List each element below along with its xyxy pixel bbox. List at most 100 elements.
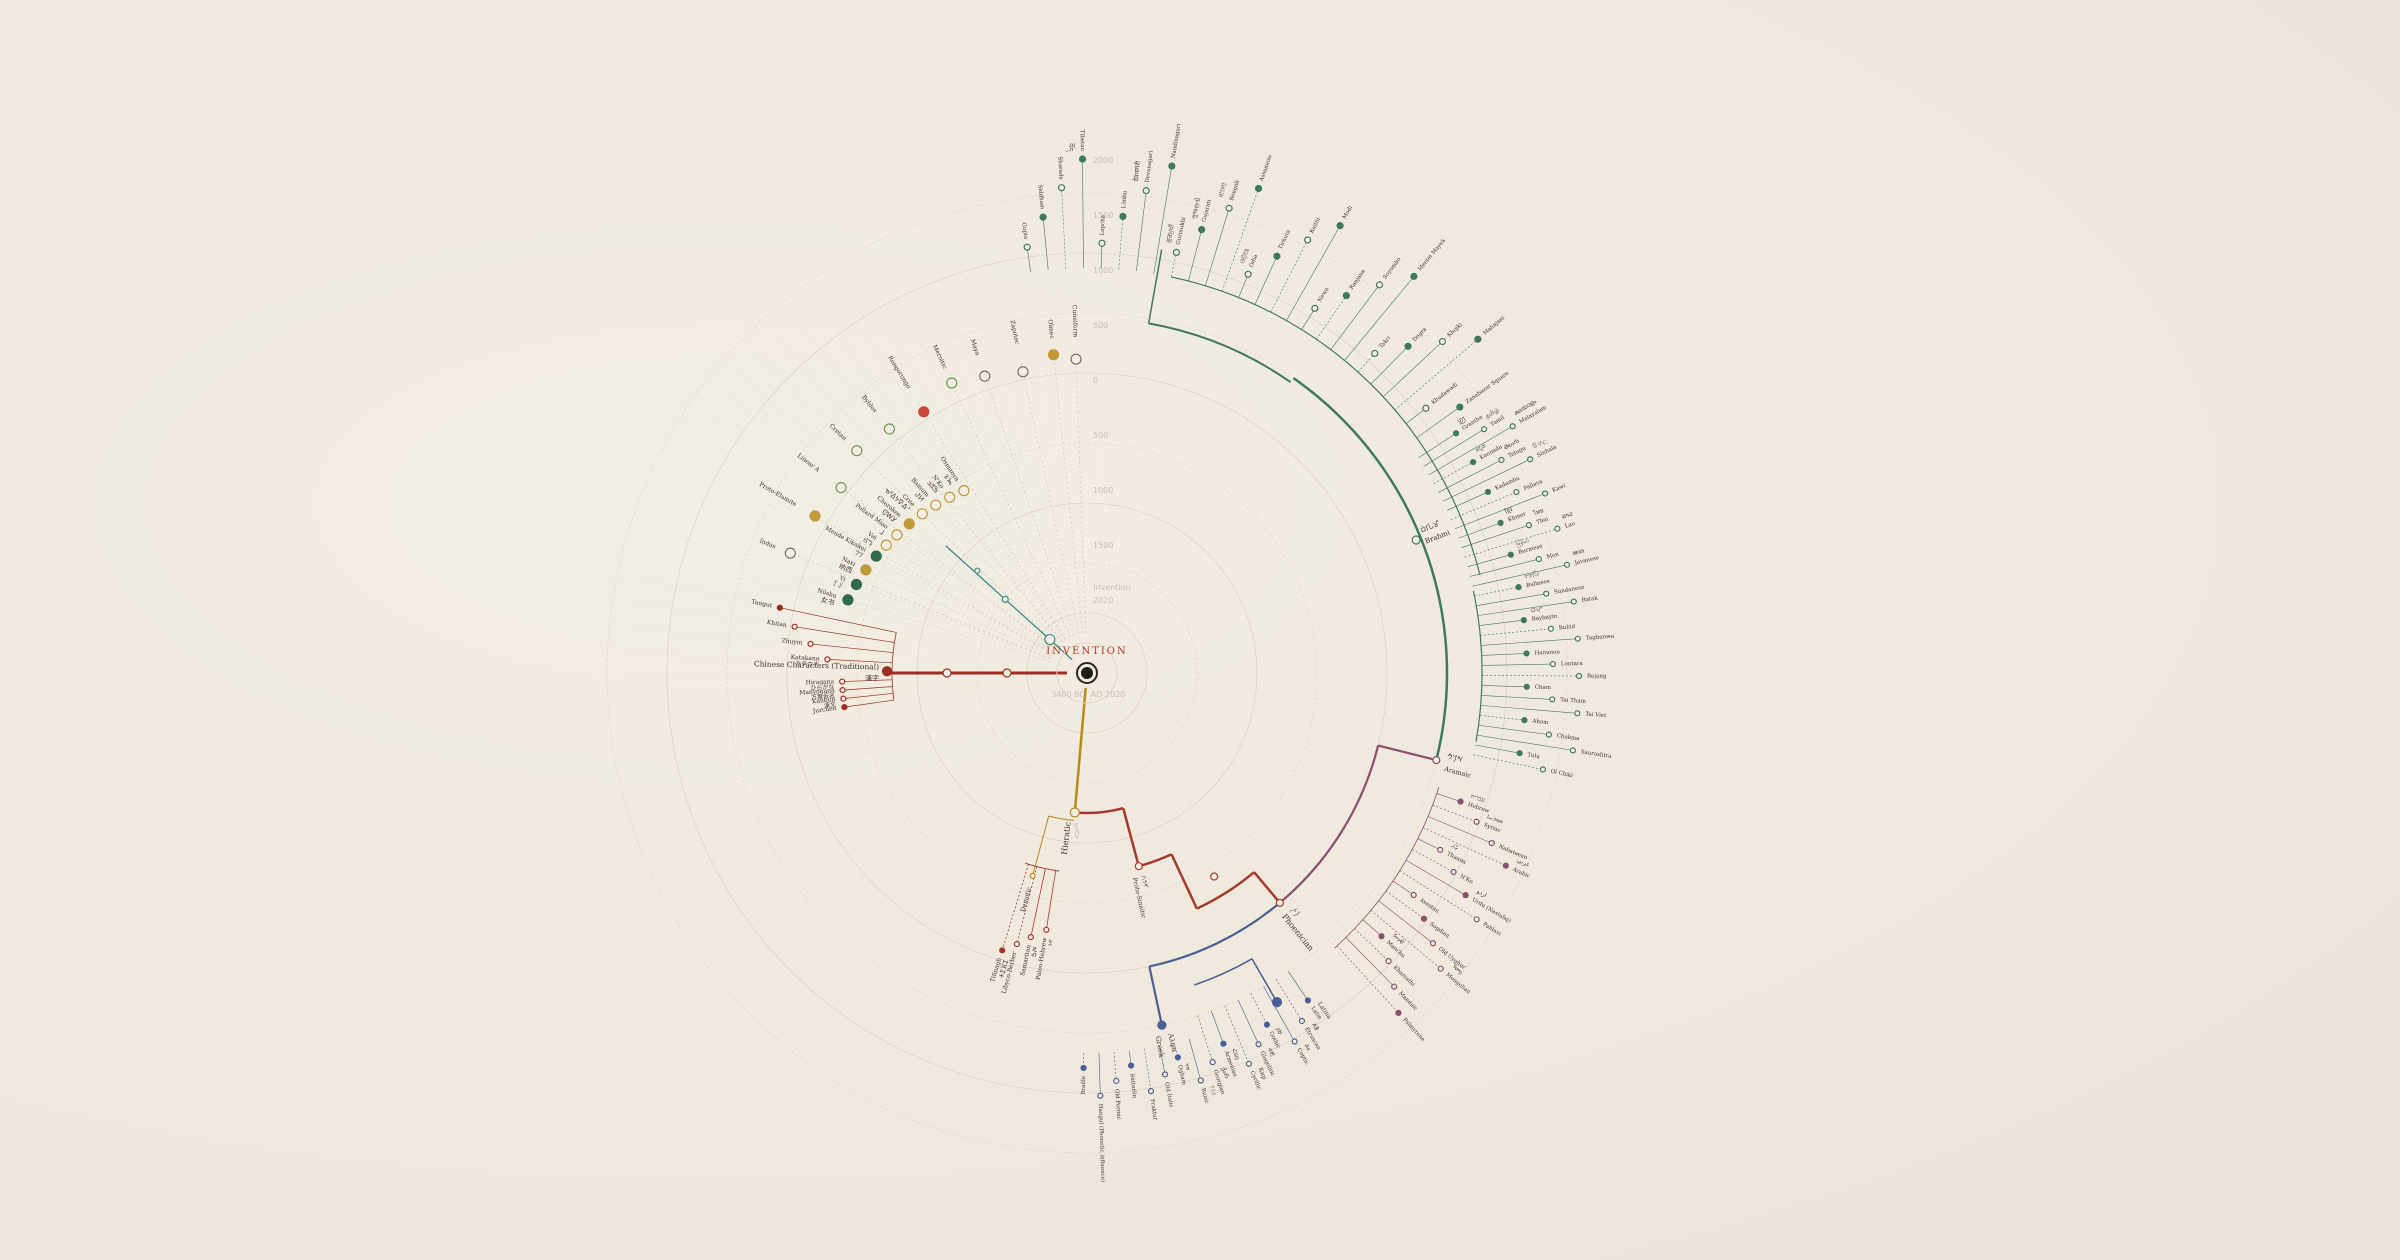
isolate-script-node[interactable] xyxy=(835,482,847,494)
isolate-script-node[interactable] xyxy=(1070,353,1082,365)
greek-child-node[interactable] xyxy=(1255,1041,1262,1048)
brahmi-south-node[interactable] xyxy=(1507,551,1514,558)
chinese-leaf-node[interactable] xyxy=(839,686,846,694)
isolate-script-node[interactable] xyxy=(851,445,863,457)
greek-child-node[interactable] xyxy=(1197,1077,1204,1084)
brahmi-north-node[interactable] xyxy=(1304,236,1312,244)
greek-child-node[interactable] xyxy=(1161,1071,1169,1078)
aramaic-child-node[interactable] xyxy=(1473,916,1480,923)
greek-child-node[interactable] xyxy=(1097,1092,1104,1099)
brahmi-north-node[interactable] xyxy=(1422,404,1430,412)
aramaic-child-node[interactable] xyxy=(1473,818,1480,825)
brahmi-node[interactable] xyxy=(1411,535,1421,545)
chinese-leaf-node[interactable] xyxy=(791,623,798,630)
greek-child-node[interactable] xyxy=(1245,1060,1252,1067)
phoenician-child-node[interactable] xyxy=(1013,940,1020,948)
brahmi-south-node[interactable] xyxy=(1515,584,1522,591)
brahmi-south-node[interactable] xyxy=(1521,717,1528,724)
aramaic-child-node[interactable] xyxy=(1385,957,1392,965)
phoenician-node[interactable] xyxy=(1275,898,1284,907)
isolate-script-node[interactable] xyxy=(809,510,821,522)
brahmi-south-node[interactable] xyxy=(1570,598,1577,605)
aramaic-child-node[interactable] xyxy=(1429,940,1437,947)
chinese-node[interactable] xyxy=(1002,668,1012,678)
other-script-node[interactable] xyxy=(850,578,863,591)
brahmi-south-node[interactable] xyxy=(1543,590,1550,597)
brahmi-north-node[interactable] xyxy=(1311,304,1319,312)
brahmi-south-node[interactable] xyxy=(1549,696,1556,703)
aramaic-child-node[interactable] xyxy=(1457,798,1464,805)
brahmi-south-node[interactable] xyxy=(1523,683,1530,690)
brahmi-south-node[interactable] xyxy=(1539,766,1547,773)
greek-child-node[interactable] xyxy=(1174,1054,1181,1061)
other-script-node[interactable] xyxy=(870,550,882,562)
brahmi-north-node[interactable] xyxy=(1119,212,1127,221)
brahmi-north-node[interactable] xyxy=(1098,239,1106,247)
aramaic-child-node[interactable] xyxy=(1502,862,1509,869)
brahmi-south-node[interactable] xyxy=(1575,672,1583,680)
greek-child-node[interactable] xyxy=(1263,1021,1271,1028)
aramaic-child-node[interactable] xyxy=(1391,983,1398,990)
latin-node[interactable] xyxy=(1271,996,1283,1008)
brahmi-south-node[interactable] xyxy=(1484,488,1492,496)
brahmi-north-node[interactable] xyxy=(1198,225,1206,234)
brahmi-north-node[interactable] xyxy=(1254,184,1263,193)
other-script-node[interactable] xyxy=(944,491,956,503)
phoenician-child-node[interactable] xyxy=(999,947,1006,954)
hieratic-node[interactable] xyxy=(1069,807,1080,818)
chinese-node[interactable] xyxy=(942,668,952,678)
brahmi-north-node[interactable] xyxy=(1456,403,1464,411)
brahmi-north-node[interactable] xyxy=(1273,252,1281,260)
aramaic-node[interactable] xyxy=(1432,755,1441,765)
greek-child-node[interactable] xyxy=(1291,1038,1298,1045)
chinese-leaf-node[interactable] xyxy=(841,703,848,711)
brahmi-north-node[interactable] xyxy=(1438,337,1447,346)
chinese-leaf-node[interactable] xyxy=(807,640,814,648)
greek-child-node[interactable] xyxy=(1304,997,1311,1004)
chinese-leaf-node[interactable] xyxy=(824,656,831,663)
other-script-node[interactable] xyxy=(880,539,892,551)
brahmi-north-node[interactable] xyxy=(1023,243,1031,251)
brahmi-south-node[interactable] xyxy=(1574,635,1581,642)
brahmi-south-node[interactable] xyxy=(1509,423,1516,430)
brahmi-north-node[interactable] xyxy=(1410,272,1418,280)
brahmi-north-node[interactable] xyxy=(1225,204,1233,212)
phoenician-child-node[interactable] xyxy=(1043,926,1050,933)
aramaic-child-node[interactable] xyxy=(1462,892,1469,899)
brahmi-south-node[interactable] xyxy=(1470,458,1477,466)
greek-child-node[interactable] xyxy=(1080,1064,1087,1072)
brahmi-south-node[interactable] xyxy=(1569,747,1576,754)
brahmi-north-node[interactable] xyxy=(1168,162,1176,170)
other-script-node[interactable] xyxy=(958,485,970,497)
greek-node[interactable] xyxy=(1157,1020,1167,1030)
brahmi-south-node[interactable] xyxy=(1545,731,1553,738)
brahmi-south-node[interactable] xyxy=(1481,426,1488,433)
brahmi-south-node[interactable] xyxy=(1541,490,1549,497)
other-script-node[interactable] xyxy=(930,499,942,511)
isolate-script-node[interactable] xyxy=(1017,366,1029,378)
isolate-node[interactable] xyxy=(1044,633,1056,646)
isolate-script-node[interactable] xyxy=(946,377,958,389)
brahmi-south-node[interactable] xyxy=(1535,555,1542,563)
brahmi-south-node[interactable] xyxy=(1497,519,1504,526)
aramaic-child-node[interactable] xyxy=(1378,933,1385,940)
isolate-node[interactable] xyxy=(974,567,981,574)
isolate-script-node[interactable] xyxy=(1047,349,1060,361)
brahmi-north-node[interactable] xyxy=(1142,187,1150,195)
greek-child-node[interactable] xyxy=(1220,1040,1227,1047)
brahmi-south-node[interactable] xyxy=(1513,488,1520,496)
chinese-leaf-node[interactable] xyxy=(839,678,846,685)
root-node[interactable]: INVENTION 3400 BC AD 2020 Invention xyxy=(1046,583,1131,704)
brahmi-north-node[interactable] xyxy=(1336,222,1344,230)
brahmi-south-node[interactable] xyxy=(1549,660,1557,668)
brahmi-north-node[interactable] xyxy=(1404,342,1412,350)
other-script-node[interactable] xyxy=(916,508,928,520)
aramaic-child-node[interactable] xyxy=(1437,965,1444,972)
chinese-leaf-node[interactable] xyxy=(776,604,783,611)
brahmi-north-node[interactable] xyxy=(1371,349,1379,358)
aramaic-child-node[interactable] xyxy=(1395,1009,1402,1016)
brahmi-south-node[interactable] xyxy=(1547,625,1554,632)
brahmi-north-node[interactable] xyxy=(1342,291,1351,300)
brahmi-north-node[interactable] xyxy=(1244,270,1252,278)
other-script-node[interactable] xyxy=(891,529,903,541)
